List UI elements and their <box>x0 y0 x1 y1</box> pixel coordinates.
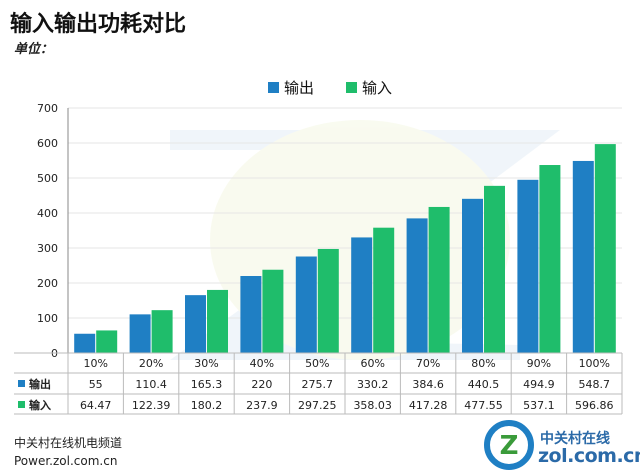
table-cell-input: 596.86 <box>575 399 614 412</box>
table-cell-input: 297.25 <box>298 399 337 412</box>
x-tick-label: 100% <box>579 357 610 370</box>
bar-input <box>594 144 616 353</box>
y-tick-label: 100 <box>37 312 58 325</box>
x-tick-label: 30% <box>194 357 218 370</box>
x-tick-label: 70% <box>416 357 440 370</box>
bar-output <box>295 256 317 353</box>
table-cell-input: 477.55 <box>464 399 503 412</box>
y-tick-label: 200 <box>37 277 58 290</box>
table-cell-output: 384.6 <box>412 378 444 391</box>
bar-input <box>539 165 561 353</box>
table-swatch-output <box>18 380 25 387</box>
bar-output <box>240 276 262 353</box>
legend-label-input: 输入 <box>362 79 392 97</box>
table-cell-output: 330.2 <box>357 378 389 391</box>
footer-channel: 中关村在线机电频道 <box>14 436 123 450</box>
bar-output <box>185 295 206 353</box>
table-cell-input: 358.03 <box>353 399 392 412</box>
table-cell-input: 180.2 <box>191 399 223 412</box>
y-tick-label: 500 <box>37 172 58 185</box>
table-cell-input: 537.1 <box>523 399 555 412</box>
x-tick-label: 40% <box>250 357 274 370</box>
bar-input <box>317 248 339 353</box>
bar-output <box>406 218 428 353</box>
bar-input <box>207 289 228 353</box>
logo-text-cn: 中关村在线 <box>540 431 610 447</box>
table-cell-output: 494.9 <box>523 378 555 391</box>
svg-text:Z: Z <box>500 431 519 461</box>
y-tick-label: 400 <box>37 207 58 220</box>
unit-label: 单位： <box>14 42 54 57</box>
table-cell-input: 237.9 <box>246 399 278 412</box>
table-cell-output: 55 <box>89 378 103 391</box>
legend-swatch-output <box>268 82 279 93</box>
x-tick-label: 80% <box>471 357 495 370</box>
footer-url: Power.zol.com.cn <box>14 454 118 468</box>
bar-input <box>373 227 395 353</box>
table-row-label-output: 输出 <box>29 377 51 391</box>
bar-input <box>484 185 505 353</box>
legend-swatch-input <box>346 82 357 93</box>
bar-input <box>428 206 450 353</box>
y-tick-label: 600 <box>37 137 58 150</box>
x-tick-label: 10% <box>83 357 107 370</box>
table-cell-output: 165.3 <box>191 378 223 391</box>
bar-input <box>96 330 118 353</box>
table-cell-output: 110.4 <box>135 378 167 391</box>
x-tick-label: 50% <box>305 357 329 370</box>
zol-logo-mark: Z <box>484 420 534 470</box>
page-title: 输入输出功耗对比 <box>10 12 187 37</box>
bar-output <box>74 333 96 353</box>
logo-text-domain: zol.com.cn <box>538 445 640 467</box>
y-tick-label: 300 <box>37 242 58 255</box>
bar-input <box>151 310 173 353</box>
table-row-label-input: 输入 <box>29 398 51 412</box>
bar-output <box>351 237 373 353</box>
bar-output <box>517 179 539 353</box>
x-tick-label: 60% <box>360 357 384 370</box>
y-tick-label: 700 <box>37 102 58 115</box>
bar-output <box>129 314 151 353</box>
table-cell-output: 440.5 <box>468 378 500 391</box>
bar-output <box>462 198 483 353</box>
table-cell-input: 122.39 <box>132 399 171 412</box>
table-cell-output: 275.7 <box>302 378 334 391</box>
bar-input <box>262 269 284 353</box>
bar-output <box>572 160 594 353</box>
x-tick-label: 90% <box>527 357 551 370</box>
table-cell-output: 220 <box>251 378 272 391</box>
table-cell-input: 64.47 <box>80 399 112 412</box>
table-swatch-input <box>18 401 25 408</box>
x-tick-label: 20% <box>139 357 163 370</box>
legend-label-output: 输出 <box>284 79 314 97</box>
table-cell-output: 548.7 <box>579 378 611 391</box>
zol-logo: Z 中关村在线 zol.com.cn <box>482 418 640 472</box>
table-cell-input: 417.28 <box>409 399 448 412</box>
